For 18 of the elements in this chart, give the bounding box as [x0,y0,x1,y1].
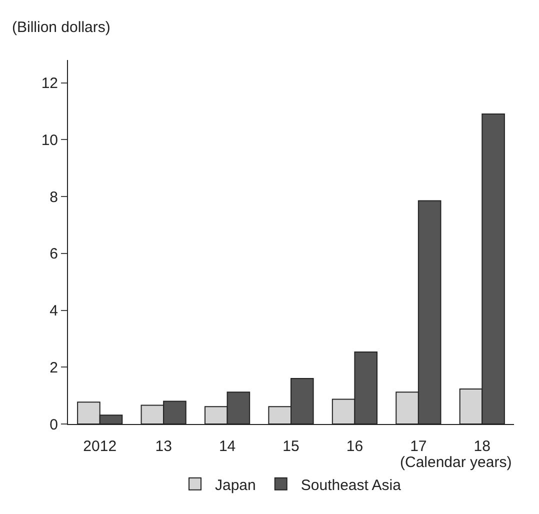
y-tick-label: 2 [50,359,58,376]
y-tick-label: 4 [50,302,58,320]
x-tick-label: 15 [282,438,300,455]
y-tick-label: 12 [41,75,58,92]
y-tick-label: 0 [50,416,58,434]
x-tick-label: 16 [346,438,364,455]
y-tick-label: 10 [41,132,58,149]
x-tick-label: 2012 [83,438,117,455]
x-axis-title: (Calendar years) [400,454,512,471]
x-tick-label: 17 [410,438,427,455]
x-tick-label: 13 [155,438,172,455]
x-tick-label: 18 [474,438,490,455]
y-axis-title: (Billion dollars) [12,19,110,36]
x-tick-label: 14 [218,438,236,455]
y-tick-label: 8 [50,188,58,206]
legend-label: Southeast Asia [300,476,402,494]
y-tick-label: 6 [50,246,58,263]
legend-label: Japan [215,476,256,494]
